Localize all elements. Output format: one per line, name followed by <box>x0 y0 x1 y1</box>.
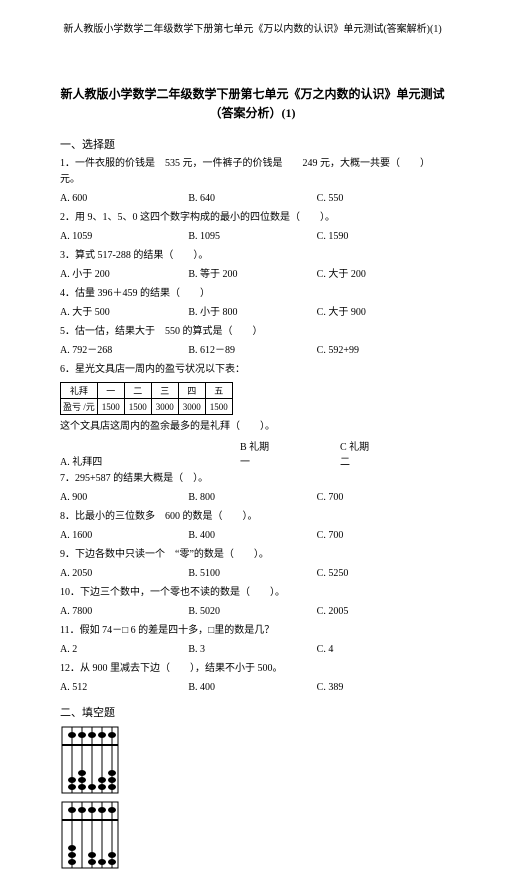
q6-lb-b: B 礼期 <box>240 438 340 453</box>
q1-opt-b: B. 640 <box>188 191 316 207</box>
q9-opt-c: C. 5250 <box>317 566 445 582</box>
question-9-options: A. 2050 B. 5100 C. 5250 <box>60 566 445 582</box>
q6-lb-b2: 一 <box>240 453 340 468</box>
question-12: 12．从 900 里减去下边（ ），结果不小于 500。 <box>60 661 445 677</box>
q5-opt-c: C. 592+99 <box>317 343 445 359</box>
q8-opt-c: C. 700 <box>317 528 445 544</box>
abacus-icon <box>60 725 120 795</box>
q10-opt-a: A. 7800 <box>60 604 188 620</box>
q4-opt-c: C. 大于 900 <box>317 305 445 321</box>
question-3: 3．算式 517-288 的结果（ ）。 <box>60 248 445 264</box>
table-cell: 三 <box>151 383 178 399</box>
page-header: 新人教版小学数学二年级数学下册第七单元《万以内数的认识》单元测试(答案解析)(1… <box>60 20 445 35</box>
q11-opt-a: A. 2 <box>60 642 188 658</box>
q6-lb-blank <box>60 438 240 453</box>
sub-title: （答案分析）(1) <box>60 104 445 121</box>
q4-opt-a: A. 大于 500 <box>60 305 188 321</box>
q6-labels-2: A. 礼拜四 一 二 <box>60 453 445 468</box>
question-9: 9．下边各数中只读一个 “零”的数是（ ）。 <box>60 547 445 563</box>
q6-lb-c: C 礼期 <box>340 438 440 453</box>
q7-opt-a: A. 900 <box>60 490 188 506</box>
q12-opt-b: B. 400 <box>188 680 316 696</box>
table-cell: 1500 <box>124 399 151 415</box>
question-1: 1．一件衣服的价钱是 535 元，一件裤子的价钱是 249 元，大概一共要（ ）… <box>60 156 445 188</box>
question-4: 4．估量 396＋459 的结果（ ） <box>60 286 445 302</box>
question-2-options: A. 1059 B. 1095 C. 1590 <box>60 229 445 245</box>
q1-opt-a: A. 600 <box>60 191 188 207</box>
question-6b: 这个文具店这周内的盈余最多的是礼拜（ ）。 <box>60 419 445 435</box>
question-5: 5．估一估，结果大于 550 的算式是（ ） <box>60 324 445 340</box>
table-cell: 五 <box>205 383 232 399</box>
q3-opt-c: C. 大于 200 <box>317 267 445 283</box>
q9-opt-b: B. 5100 <box>188 566 316 582</box>
table-cell: 盈亏 /元 <box>61 399 98 415</box>
q6-opt-a: A. 礼拜四 <box>60 453 240 468</box>
question-8-options: A. 1600 B. 400 C. 700 <box>60 528 445 544</box>
q7-opt-b: B. 800 <box>188 490 316 506</box>
main-title: 新人教版小学数学二年级数学下册第七单元《万之内数的认识》单元测试 <box>60 85 445 102</box>
q11-opt-c: C. 4 <box>317 642 445 658</box>
data-table: 礼拜 一 二 三 四 五 盈亏 /元 1500 1500 3000 3000 1… <box>60 382 233 415</box>
question-6: 6．星光文具店一周内的盈亏状况以下表： <box>60 362 445 378</box>
section-1-title: 一、选择题 <box>60 136 445 152</box>
table-cell: 3000 <box>151 399 178 415</box>
q4-opt-b: B. 小于 800 <box>188 305 316 321</box>
question-7: 7．295+587 的结果大概是（ ）。 <box>60 471 445 487</box>
table-cell: 二 <box>124 383 151 399</box>
abacus-icon <box>60 800 120 870</box>
table-cell: 3000 <box>178 399 205 415</box>
q10-opt-b: B. 5020 <box>188 604 316 620</box>
table-cell: 1500 <box>97 399 124 415</box>
q11-opt-b: B. 3 <box>188 642 316 658</box>
question-7-options: A. 900 B. 800 C. 700 <box>60 490 445 506</box>
question-11: 11．假如 74－□ 6 的差是四十多，□里的数是几？ <box>60 623 445 639</box>
q6-labels-1: B 礼期 C 礼期 <box>60 438 445 453</box>
q5-opt-b: B. 612－89 <box>188 343 316 359</box>
table-cell: 一 <box>97 383 124 399</box>
question-12-options: A. 512 B. 400 C. 389 <box>60 680 445 696</box>
q7-opt-c: C. 700 <box>317 490 445 506</box>
question-4-options: A. 大于 500 B. 小于 800 C. 大于 900 <box>60 305 445 321</box>
q10-opt-c: C. 2005 <box>317 604 445 620</box>
question-11-options: A. 2 B. 3 C. 4 <box>60 642 445 658</box>
q5-opt-a: A. 792－268 <box>60 343 188 359</box>
table-cell: 礼拜 <box>61 383 98 399</box>
q12-opt-c: C. 389 <box>317 680 445 696</box>
q2-opt-b: B. 1095 <box>188 229 316 245</box>
question-10-options: A. 7800 B. 5020 C. 2005 <box>60 604 445 620</box>
abacus-row-2 <box>60 800 445 870</box>
table-cell: 四 <box>178 383 205 399</box>
question-3-options: A. 小于 200 B. 等于 200 C. 大于 200 <box>60 267 445 283</box>
q8-opt-b: B. 400 <box>188 528 316 544</box>
question-1-options: A. 600 B. 640 C. 550 <box>60 191 445 207</box>
question-2: 2．用 9、1、5、0 这四个数字构成的最小的四位数是（ ）。 <box>60 210 445 226</box>
q8-opt-a: A. 1600 <box>60 528 188 544</box>
q12-opt-a: A. 512 <box>60 680 188 696</box>
table-cell: 1500 <box>205 399 232 415</box>
q3-opt-a: A. 小于 200 <box>60 267 188 283</box>
question-10: 10．下边三个数中，一个零也不读的数是（ ）。 <box>60 585 445 601</box>
q1-opt-c: C. 550 <box>317 191 445 207</box>
q6-lb-c2: 二 <box>340 453 440 468</box>
q3-opt-b: B. 等于 200 <box>188 267 316 283</box>
q2-opt-a: A. 1059 <box>60 229 188 245</box>
question-5-options: A. 792－268 B. 612－89 C. 592+99 <box>60 343 445 359</box>
question-8: 8．比最小的三位数多 600 的数是（ ）。 <box>60 509 445 525</box>
abacus-row-1 <box>60 725 445 795</box>
q2-opt-c: C. 1590 <box>317 229 445 245</box>
q9-opt-a: A. 2050 <box>60 566 188 582</box>
section-2-title: 二、填空题 <box>60 704 445 720</box>
